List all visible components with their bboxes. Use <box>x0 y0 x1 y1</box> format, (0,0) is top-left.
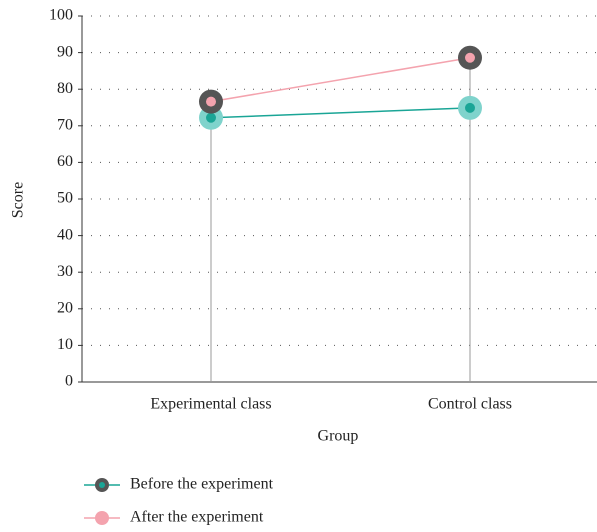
legend-label: After the experiment <box>130 509 264 526</box>
series-line <box>210 56 471 103</box>
y-tick-label: 0 <box>65 373 73 390</box>
y-tick-label: 30 <box>57 263 73 280</box>
y-axis-label: Score <box>10 182 27 218</box>
x-axis-label: Group <box>318 428 359 445</box>
x-tick-label: Experimental class <box>150 396 271 413</box>
marker <box>206 96 216 107</box>
marker <box>465 102 475 113</box>
y-tick-label: 20 <box>57 299 73 316</box>
y-tick-label: 90 <box>57 43 73 60</box>
marker <box>206 112 216 123</box>
legend-marker-center <box>99 482 105 488</box>
x-tick-label: Control class <box>428 396 512 413</box>
y-tick-label: 10 <box>57 336 73 353</box>
y-tick-label: 70 <box>57 116 73 133</box>
legend-label: Before the experiment <box>130 476 274 493</box>
y-tick-label: 80 <box>57 80 73 97</box>
series-line <box>210 107 471 119</box>
y-tick-label: 40 <box>57 226 73 243</box>
y-tick-label: 60 <box>57 153 73 170</box>
marker <box>465 52 475 63</box>
y-tick-label: 100 <box>49 7 73 24</box>
y-tick-label: 50 <box>57 190 73 207</box>
legend-marker-center <box>99 515 105 521</box>
